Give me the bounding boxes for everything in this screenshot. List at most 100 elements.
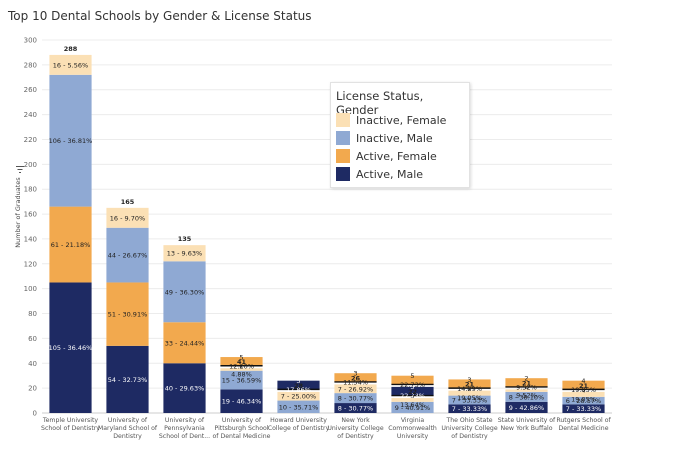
bar-segment-active-male <box>49 282 92 413</box>
bar-total-label: 21 <box>522 379 532 387</box>
segment-label: 8 - 30.77% <box>338 395 373 403</box>
segment-label: 61 - 21.18% <box>51 241 91 249</box>
x-tick-label: New York <box>341 417 370 424</box>
segment-label: 7 - 33.33% <box>452 405 487 413</box>
y-tick-label: 100 <box>24 285 37 293</box>
x-tick-label: Temple University <box>42 417 99 424</box>
segment-label: 9 - 42.86% <box>509 404 544 412</box>
segment-label-percent: 19.05% <box>571 395 596 403</box>
bar-group-virginia-commonwealth-university: 9 - 40.91%313.64%522.73%522.73%22 <box>391 372 434 413</box>
y-axis-label: Number of Graduates <box>14 177 22 248</box>
legend-item-active-male[interactable]: Active, Male <box>336 167 423 181</box>
x-tick-label: Pennsylvania <box>164 425 205 432</box>
segment-label-percent: 19.05% <box>571 386 596 394</box>
x-tick-label: University of <box>222 417 262 424</box>
bar-segment-inactive-female <box>163 245 206 262</box>
segment-label-percent: 22.73% <box>400 392 425 400</box>
legend: License Status, Gender Inactive, Female … <box>330 82 470 188</box>
segment-label-percent: 19.05% <box>457 394 482 402</box>
y-tick-label: 200 <box>24 161 37 169</box>
segment-label: 7 - 26.92% <box>338 385 373 393</box>
bar-segment-inactive-female <box>277 391 320 401</box>
x-tick-label: Howard University <box>270 417 327 424</box>
bar-segment-inactive-female <box>448 390 491 396</box>
segment-label: 7 - 33.33% <box>452 396 487 404</box>
bar-segment-inactive-male <box>220 370 263 390</box>
x-tick-label: Rutgers School of <box>556 417 611 424</box>
y-tick-label: 240 <box>24 111 37 119</box>
segment-label: 8 - 38.10% <box>509 393 544 401</box>
x-tick-label: Maryland School of <box>98 425 158 432</box>
bar-group-temple-university-school-of-dentistry: 105 - 36.46% 61 - 21.18% 106 - 36.81% 16 - … <box>49 45 93 413</box>
bar-segment-active-female <box>391 375 434 385</box>
bar-segment-active-male <box>391 386 434 396</box>
filter-icon <box>16 166 24 173</box>
bar-total-label: 28 <box>294 382 304 390</box>
y-tick-label: 60 <box>28 335 37 343</box>
legend-swatch-inactive-female <box>336 113 350 127</box>
segment-label: 7 - 25.00% <box>281 393 316 401</box>
y-tick-label: 220 <box>24 136 37 144</box>
bar-segment-inactive-male <box>106 227 149 283</box>
bar-segment-inactive-female <box>220 368 263 371</box>
segment-label: 40 - 29.63% <box>165 385 205 393</box>
segment-label: 8 - 30.77% <box>338 405 373 413</box>
bar-segment-active-female <box>562 380 605 390</box>
segment-label-count: 5 <box>410 383 414 391</box>
x-tick-label: Virginia <box>401 417 425 424</box>
y-tick-label: 40 <box>28 360 37 368</box>
bar-segment-inactive-male <box>448 395 491 405</box>
legend-label: Inactive, Female <box>356 113 447 127</box>
legend-label: Active, Male <box>356 167 424 181</box>
segment-label-count: 3 <box>353 370 357 378</box>
segment-label-count: 3 <box>467 376 471 384</box>
segment-label-count: 5 <box>296 377 300 385</box>
segment-label: 16 - 5.56% <box>53 61 88 69</box>
bar-segment-inactive-male <box>334 393 377 404</box>
bar-total-label: 26 <box>351 374 361 382</box>
x-tick-label: University of <box>165 417 205 424</box>
bar-group-university-of-pennsylvania-school-of-dent: 40 - 29.63% 33 - 24.44% 49 - 36.30% 13 - 9.… <box>163 235 206 413</box>
legend-swatch-active-male <box>336 167 350 181</box>
x-tick-label: New York Buffalo <box>500 425 552 432</box>
legend-title: License Status, Gender <box>336 89 424 117</box>
bar-segment-active-male <box>106 345 149 413</box>
bar-segment-inactive-male <box>49 74 92 207</box>
segment-label: 54 - 32.73% <box>108 376 148 384</box>
segment-label-percent: 14.29% <box>457 385 482 393</box>
bars: 105 - 36.46% 61 - 21.18% 106 - 36.81% 16 - … <box>49 45 605 413</box>
bar-segment-active-male <box>163 363 206 413</box>
y-tick-label: 300 <box>24 37 37 45</box>
x-tick-label: University College <box>441 425 497 432</box>
bar-segment-inactive-female <box>562 391 605 397</box>
legend-item-inactive-female[interactable]: Inactive, Female <box>336 113 446 127</box>
segment-label: 9 - 40.91% <box>395 404 430 412</box>
x-tick-label: University of <box>108 417 148 424</box>
bar-total-label: 21 <box>579 382 589 390</box>
x-tick-label: of Dental Medicine <box>213 433 271 440</box>
bar-segment-active-male <box>277 380 320 390</box>
bar-group-new-york-university-college-of-dentistry: 8 - 30.77% 8 - 30.77% 7 - 26.92% 311.54%26 <box>334 370 377 413</box>
segment-label: 10 - 35.71% <box>279 403 319 411</box>
bar-segment-active-female <box>49 206 92 283</box>
bar-segment-active-female <box>334 373 377 382</box>
legend-swatch-active-female <box>336 149 350 163</box>
bar-segment-active-female <box>448 379 491 389</box>
legend-item-inactive-male[interactable]: Inactive, Male <box>336 131 433 145</box>
segment-label-percent: 4.88% <box>231 370 252 378</box>
bar-segment-inactive-male <box>391 401 434 413</box>
segment-label-count: 5 <box>410 372 414 380</box>
legend-item-active-female[interactable]: Active, Female <box>336 149 437 163</box>
bar-segment-inactive-female <box>334 384 377 394</box>
y-tick-label: 0 <box>33 410 37 418</box>
bar-segment-active-male <box>220 389 263 413</box>
segment-label: 13 - 9.63% <box>167 250 202 258</box>
segment-label-count: 4 <box>581 377 585 385</box>
bar-group-state-university-of-new-york-buffalo: 9 - 42.86%8 - 38.10%29.52%29.52%21 <box>505 375 548 413</box>
x-tick-label: College of Dentistry <box>268 425 330 432</box>
segment-label-percent: 9.52% <box>516 392 537 400</box>
x-tick-label: State University of <box>498 417 556 424</box>
segment-label: 105 - 36.46% <box>49 344 93 352</box>
x-tick-label: Pittsburgh School <box>214 425 268 432</box>
segment-label-count: 4 <box>581 386 585 394</box>
